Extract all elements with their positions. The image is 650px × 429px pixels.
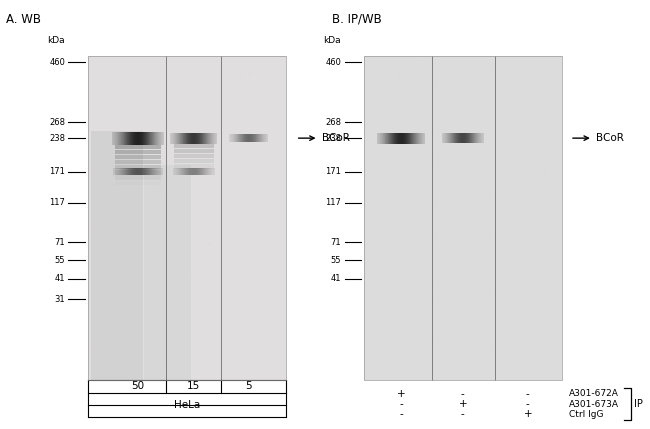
Text: B. IP/WB: B. IP/WB [332,13,382,26]
Bar [174,154,214,158]
Text: 71: 71 [331,238,341,247]
Text: BCoR: BCoR [596,133,624,143]
Text: A301-672A: A301-672A [569,390,619,398]
Text: 31: 31 [55,295,65,304]
Text: 55: 55 [55,256,65,265]
Text: -: - [399,409,403,420]
Text: 15: 15 [187,381,200,391]
Bar [115,175,161,180]
Bar [174,144,214,148]
Bar [115,165,161,169]
Text: A301-673A: A301-673A [569,400,619,408]
Text: 55: 55 [331,256,341,265]
Text: 268: 268 [325,118,341,127]
Text: IP: IP [634,399,643,409]
Text: kDa: kDa [47,36,65,45]
Text: +: + [396,389,406,399]
Bar [115,160,161,164]
Text: 238: 238 [49,134,65,142]
Bar [115,181,161,185]
Text: HeLa: HeLa [174,400,200,410]
Text: BCoR: BCoR [322,133,350,143]
Text: 460: 460 [326,58,341,66]
Bar [91,131,143,380]
Text: 460: 460 [49,58,65,66]
Text: 41: 41 [55,275,65,283]
Bar [115,170,161,175]
Bar [364,56,562,380]
Bar [115,155,161,159]
Text: -: - [526,399,530,409]
Bar [115,145,161,149]
Bar [174,164,214,169]
Text: 71: 71 [55,238,65,247]
Text: 5: 5 [246,381,252,391]
Text: -: - [399,399,403,409]
Text: kDa: kDa [324,36,341,45]
Text: 50: 50 [131,381,144,391]
Text: 268: 268 [49,118,65,127]
Text: +: + [523,409,532,420]
Bar [115,150,161,154]
Text: 171: 171 [49,167,65,176]
Text: 171: 171 [326,167,341,176]
Text: 238: 238 [325,134,341,142]
Text: 41: 41 [331,275,341,283]
Text: -: - [461,389,465,399]
Bar [364,56,562,380]
Text: A. WB: A. WB [6,13,42,26]
Text: +: + [458,399,467,409]
Text: -: - [526,389,530,399]
Bar [88,56,286,380]
Text: -: - [461,409,465,420]
Bar [174,159,214,163]
Text: 117: 117 [49,199,65,207]
Bar [174,149,214,153]
Bar [144,165,191,380]
Bar [88,56,286,380]
Text: 117: 117 [326,199,341,207]
Text: Ctrl IgG: Ctrl IgG [569,410,603,419]
